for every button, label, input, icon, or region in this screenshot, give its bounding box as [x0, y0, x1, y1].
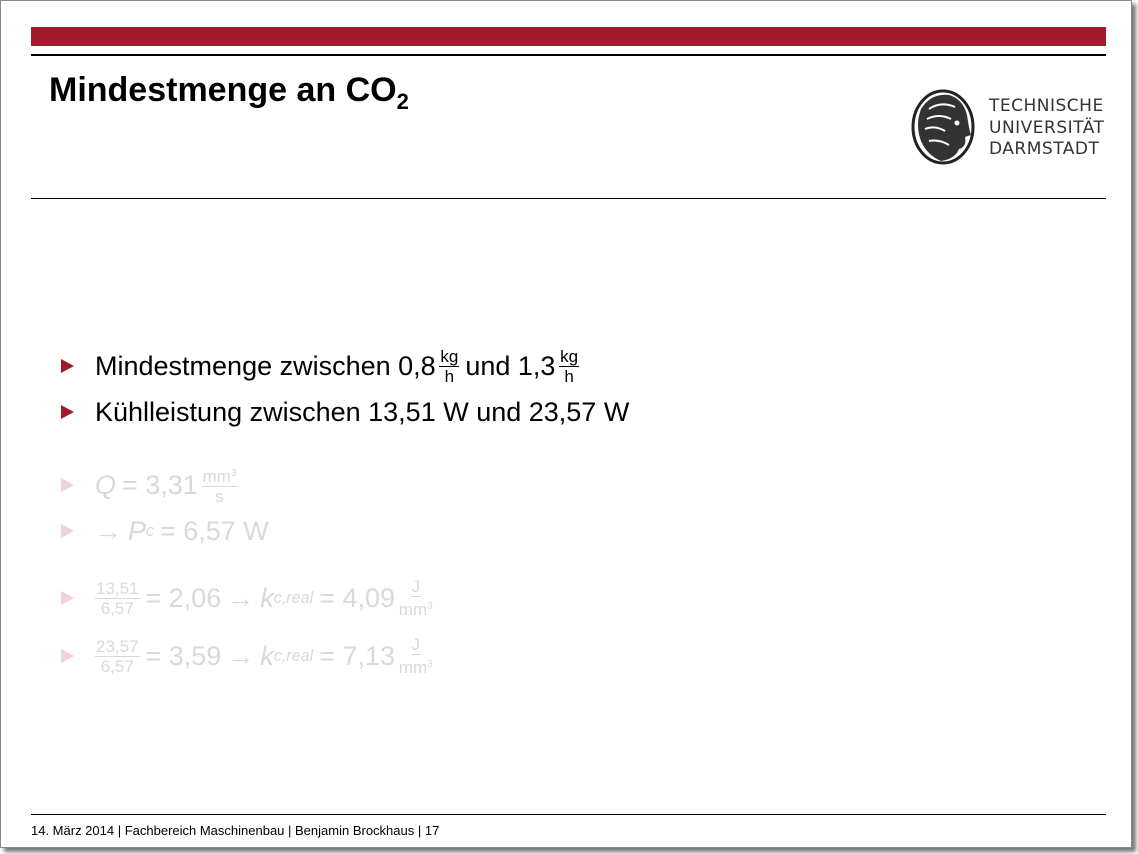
superscript: 3: [230, 467, 237, 479]
denominator: 6,57: [101, 599, 134, 618]
subscript: c,real: [273, 588, 314, 607]
text: 6,57: [100, 598, 134, 618]
text: = 4,09: [319, 582, 396, 613]
text: = 3,59: [145, 640, 222, 671]
text: Mindestmenge zwischen 0,8: [95, 350, 436, 381]
text: →: [95, 515, 122, 546]
text: 23,57: [96, 636, 139, 656]
math-symbol: P: [127, 515, 146, 546]
subscript: c,real: [273, 646, 314, 665]
title-text: Mindestmenge an CO: [49, 71, 397, 109]
text: s: [215, 487, 224, 507]
math-symbol: k: [260, 582, 274, 613]
fraction: kg h: [559, 346, 580, 386]
logo-line: DARMSTADT: [989, 139, 1100, 159]
text: = 3,31: [121, 469, 198, 500]
logo-emblem: [911, 89, 975, 165]
text: 13,51: [96, 578, 139, 598]
text: = 6,57 W: [159, 515, 269, 546]
text: h: [564, 366, 574, 386]
denominator: h: [445, 367, 454, 386]
bullet-item: Mindestmenge zwischen 0,8 kg h und 1,3 kg h: [61, 346, 580, 386]
denominator: h: [564, 367, 573, 386]
numerator: J: [410, 634, 422, 655]
bullet-marker: [61, 524, 74, 538]
numerator: mm3: [201, 464, 238, 488]
text: mm: [398, 658, 428, 678]
logo-line: TECHNISCHE: [989, 96, 1104, 116]
header-bar: [31, 27, 1106, 46]
numerator: 23,57: [95, 637, 140, 657]
numerator: J: [410, 576, 422, 597]
logo-text: TECHNISCHE UNIVERSITÄT DARMSTADT: [989, 96, 1104, 161]
text: 6,57: [100, 656, 134, 676]
bullet-marker: [61, 359, 74, 373]
text: kg: [560, 346, 579, 366]
slide-title: Mindestmenge an CO2: [49, 71, 409, 115]
text: Kühlleistung zwischen 13,51 W und 23,57 …: [95, 396, 630, 427]
rule: [31, 198, 1106, 199]
math-symbol: Q: [95, 469, 117, 500]
denominator: mm3: [399, 597, 433, 619]
superscript: 3: [427, 658, 433, 670]
text: mm: [202, 467, 231, 487]
denominator: mm3: [399, 655, 433, 677]
bullet-item: Kühlleistung zwischen 13,51 W und 23,57 …: [61, 392, 629, 432]
fraction: mm3 s: [201, 464, 238, 506]
math-symbol: k: [260, 640, 274, 671]
bullet-item: Q = 3,31 mm3 s: [61, 464, 238, 506]
denominator: 6,57: [101, 657, 134, 676]
text: = 7,13: [319, 640, 396, 671]
rule: [31, 814, 1106, 815]
text: mm: [398, 600, 428, 620]
text: →: [227, 640, 255, 671]
title-subscript: 2: [396, 89, 409, 114]
logo-line: UNIVERSITÄT: [989, 117, 1105, 138]
subscript: c: [145, 521, 155, 540]
numerator: kg: [559, 346, 580, 367]
numerator: kg: [439, 346, 460, 367]
rule: [31, 54, 1106, 56]
fraction: kg h: [439, 346, 460, 386]
bullet-marker: [61, 649, 74, 663]
fraction: 13,51 6,57: [95, 579, 140, 618]
bullet-marker: [61, 405, 74, 419]
text: und 1,3: [465, 350, 556, 381]
text: J: [411, 634, 421, 654]
text: J: [411, 576, 421, 596]
bullet-marker: [61, 591, 74, 605]
bullet-marker: [61, 478, 74, 492]
numerator: 13,51: [95, 579, 140, 599]
superscript: 3: [427, 600, 433, 612]
text: h: [444, 366, 455, 386]
text: = 2,06: [145, 582, 222, 613]
fraction: 23,57 6,57: [95, 637, 140, 676]
footer: 14. März 2014 | Fachbereich Maschinenbau…: [31, 823, 440, 838]
text: kg: [440, 346, 459, 366]
text: →: [227, 582, 255, 613]
denominator: s: [215, 487, 224, 506]
